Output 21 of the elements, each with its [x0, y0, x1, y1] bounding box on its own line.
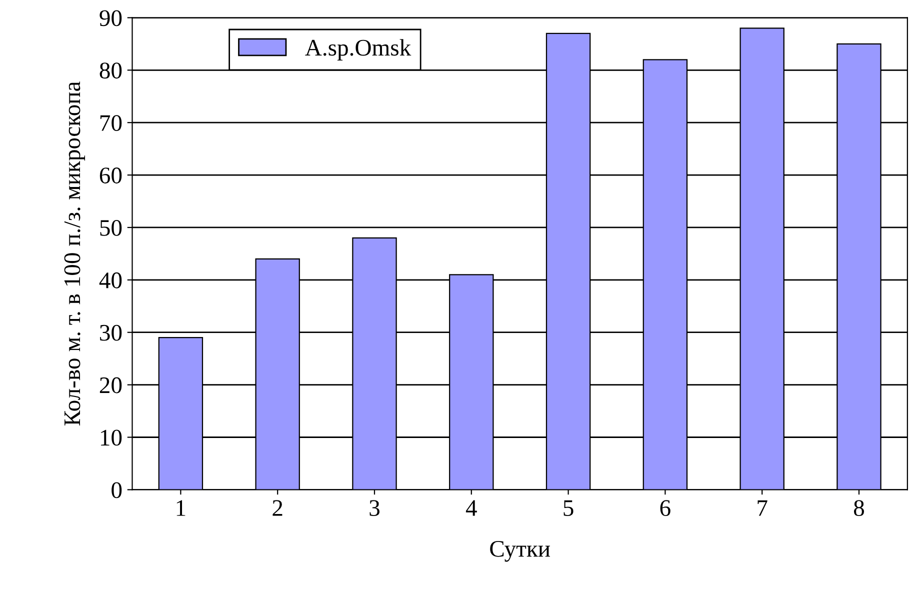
- y-tick-label: 70: [100, 115, 122, 132]
- y-tick-label: 10: [100, 430, 122, 446]
- x-tick-label: 6: [660, 500, 670, 516]
- y-tick-label: 60: [100, 168, 122, 184]
- x-tick-label: 8: [854, 500, 864, 516]
- y-tick-label: 50: [100, 220, 122, 236]
- x-tick-label: 2: [272, 500, 282, 516]
- y-tick-label: 20: [100, 377, 122, 394]
- x-tick-label: 1: [176, 500, 186, 516]
- y-tick-label: 40: [99, 272, 122, 288]
- y-tick-label: 0: [112, 482, 122, 498]
- y-tick-label: 80: [100, 62, 122, 79]
- x-tick-label: 5: [564, 500, 574, 516]
- y-axis-title: Кол-во м. т. в 100 п./з. микроскопа: [64, 82, 86, 426]
- x-tick-label: 3: [370, 500, 380, 516]
- x-axis-title: Сутки: [490, 540, 550, 562]
- y-tick-label: 30: [100, 324, 122, 341]
- x-tick-label: 7: [758, 500, 768, 516]
- y-tick-label: 90: [100, 10, 122, 26]
- x-tick-label: 4: [466, 500, 477, 516]
- legend-label: A.sp.Omsk: [305, 39, 412, 61]
